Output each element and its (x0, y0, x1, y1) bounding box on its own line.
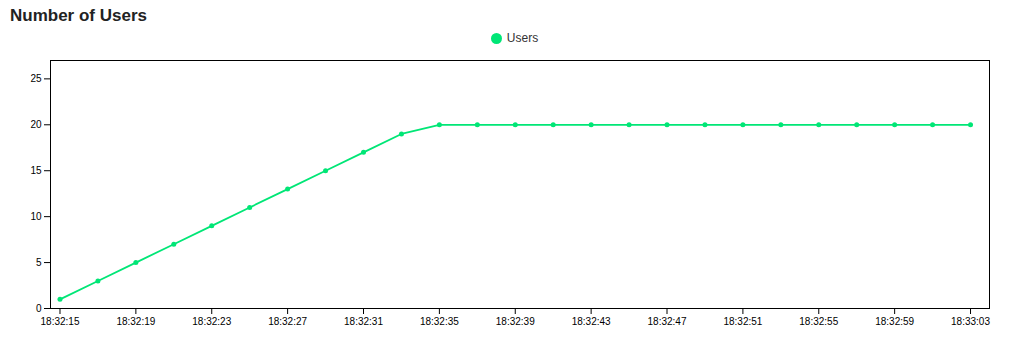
svg-text:5: 5 (36, 257, 42, 268)
html-text:Users: Users (506, 31, 539, 45)
svg-text:20: 20 (30, 119, 42, 130)
svg-text:18:32:39: 18:32:39 (496, 316, 535, 327)
svg-text:18:32:35: 18:32:35 (420, 316, 459, 327)
svg-text:18:32:55: 18:32:55 (799, 316, 838, 327)
svg-text:18:32:15: 18:32:15 (41, 316, 80, 327)
svg-text:18:33:03: 18:33:03 (951, 316, 990, 327)
svg-text:0: 0 (36, 303, 42, 314)
svg-text:18:32:51: 18:32:51 (723, 316, 762, 327)
svg-text:25: 25 (30, 73, 42, 84)
svg-text:18:32:31: 18:32:31 (344, 316, 383, 327)
svg-text:15: 15 (30, 165, 42, 176)
svg-text:18:32:43: 18:32:43 (572, 316, 611, 327)
svg-text:18:32:59: 18:32:59 (875, 316, 914, 327)
svg-text:18:32:27: 18:32:27 (268, 316, 307, 327)
svg-text:10: 10 (30, 211, 42, 222)
svg-text:18:32:47: 18:32:47 (648, 316, 687, 327)
svg-text:18:32:23: 18:32:23 (192, 316, 231, 327)
html-text:Number of Users: Number of Users (10, 6, 147, 25)
svg-text:18:32:19: 18:32:19 (116, 316, 155, 327)
